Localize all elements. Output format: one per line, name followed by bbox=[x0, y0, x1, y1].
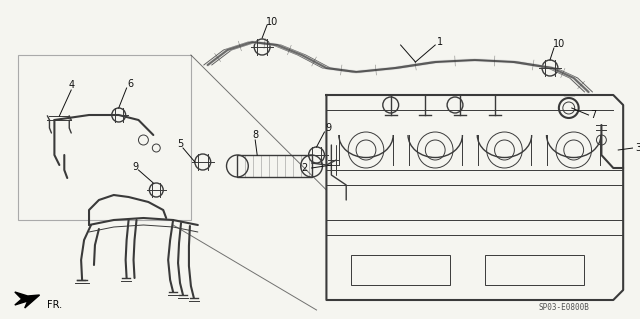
Text: 1: 1 bbox=[437, 37, 444, 47]
Text: FR.: FR. bbox=[47, 300, 62, 310]
Text: 6: 6 bbox=[127, 79, 134, 89]
Text: 5: 5 bbox=[177, 139, 183, 149]
Text: SP03-E0800B: SP03-E0800B bbox=[538, 303, 589, 313]
Polygon shape bbox=[15, 292, 40, 308]
Text: 7: 7 bbox=[590, 110, 596, 120]
Text: 8: 8 bbox=[252, 130, 259, 140]
Text: 4: 4 bbox=[68, 80, 74, 90]
Text: 3: 3 bbox=[635, 143, 640, 153]
Text: 10: 10 bbox=[553, 39, 565, 49]
Bar bbox=[237, 155, 312, 177]
Text: 2: 2 bbox=[301, 163, 308, 173]
Text: 10: 10 bbox=[266, 17, 278, 27]
Bar bbox=[484, 255, 584, 285]
Text: 9: 9 bbox=[132, 162, 139, 172]
Bar bbox=[351, 255, 450, 285]
Text: 9: 9 bbox=[325, 123, 332, 133]
Bar bbox=[18, 55, 191, 220]
